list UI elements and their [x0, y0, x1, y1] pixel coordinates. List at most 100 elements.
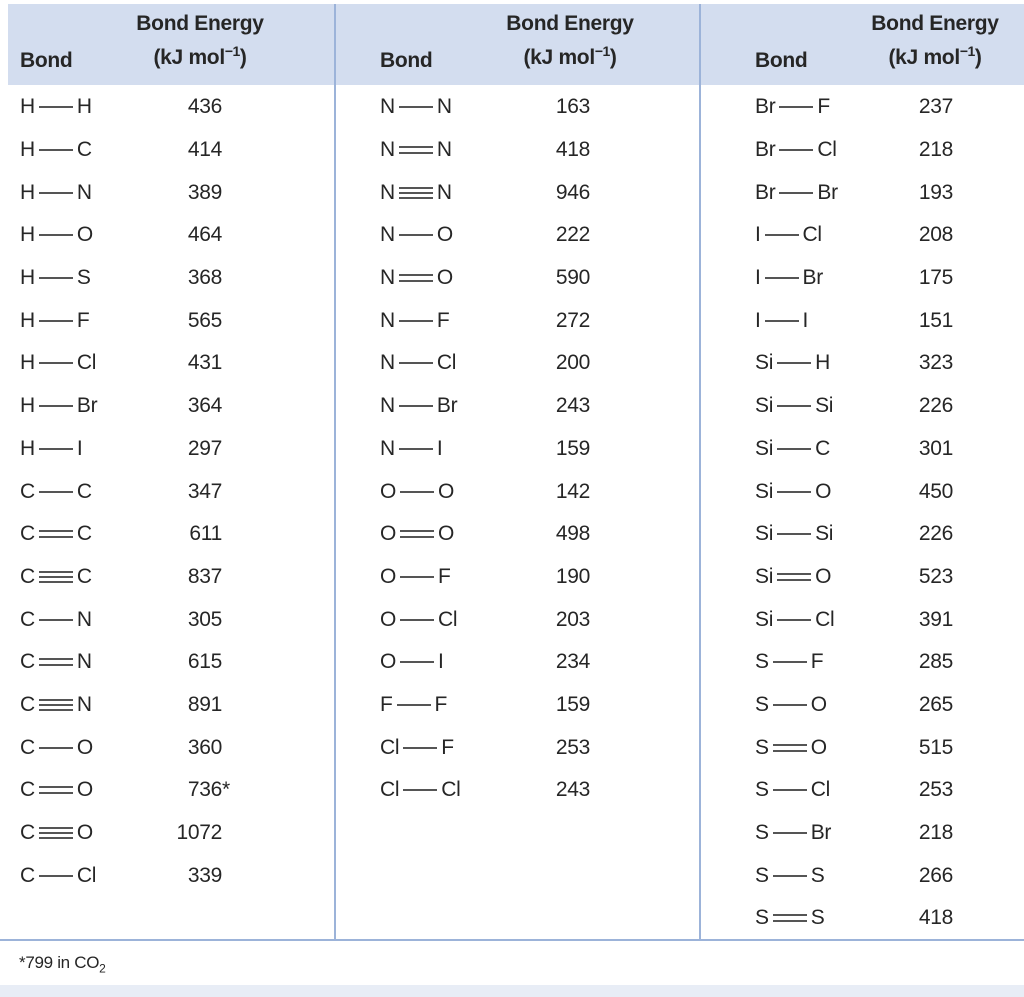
- energy-value: 464: [187, 223, 222, 247]
- atom-right: H: [76, 95, 92, 119]
- bond-line: [38, 567, 73, 586]
- atom-right: S: [76, 266, 91, 290]
- bond-line: [764, 226, 799, 245]
- unit-prefix: (kJ mol: [153, 46, 225, 70]
- table-row: H Br 364: [0, 385, 336, 428]
- bond-line: [777, 397, 812, 416]
- table-row: S F 285: [701, 641, 1024, 684]
- table-rows: H H 436 H C 414 H N 389 H O 464 H S: [0, 86, 336, 897]
- atom-right: Br: [76, 394, 98, 418]
- atom-right: S: [810, 863, 825, 887]
- bond-line: [38, 98, 73, 117]
- bond-cell: O I: [336, 650, 500, 674]
- energy-cell: 590: [500, 266, 640, 290]
- table-row: H C 414: [0, 129, 336, 172]
- bond-line: [779, 141, 814, 160]
- bond-cell: S Br: [701, 821, 865, 845]
- atom-right: H: [815, 351, 830, 375]
- atom-right: F: [441, 735, 454, 759]
- atom-right: N: [76, 650, 92, 674]
- energy-cell: 364: [130, 394, 270, 418]
- bond-line: [38, 695, 73, 714]
- energy-value: 208: [918, 223, 953, 247]
- table-row: H O 464: [0, 214, 336, 257]
- energy-cell: 142: [500, 480, 640, 504]
- bond-line: [38, 482, 73, 501]
- energy-value: 515: [918, 735, 953, 759]
- energy-value: 151: [918, 308, 953, 332]
- energy-cell: 203: [500, 608, 640, 632]
- atom-right: F: [438, 564, 451, 588]
- energy-cell: 253: [500, 736, 640, 760]
- bond-cell: N F: [336, 309, 500, 333]
- atom-left: Si: [755, 479, 774, 503]
- table-row: N O 222: [336, 214, 701, 257]
- energy-cell: 391: [865, 608, 1005, 632]
- atom-left: I: [755, 308, 761, 332]
- table-row: H H 436: [0, 86, 336, 129]
- energy-value: 237: [918, 95, 953, 119]
- column-divider: [334, 4, 336, 940]
- bond-line: [38, 183, 73, 202]
- energy-column-header: Bond Energy (kJ mol−1): [865, 7, 1005, 75]
- energy-value: 389: [187, 180, 222, 204]
- atom-right: O: [810, 735, 827, 759]
- energy-cell: 193: [865, 181, 1005, 205]
- atom-right: O: [436, 223, 453, 247]
- bond-cell: H S: [0, 266, 130, 290]
- bond-cell: Si Si: [701, 522, 865, 546]
- energy-value: 436: [187, 95, 222, 119]
- unit-superscript: −1: [594, 43, 610, 60]
- energy-value: 391: [918, 607, 953, 631]
- atom-left: N: [380, 95, 395, 119]
- energy-value: 339: [187, 863, 222, 887]
- bond-line: [38, 439, 73, 458]
- atom-right: C: [76, 522, 92, 546]
- atom-right: Cl: [810, 778, 831, 802]
- column-divider: [699, 4, 701, 940]
- atom-right: Si: [815, 394, 834, 418]
- bond-cell: C C: [0, 522, 130, 546]
- energy-cell: 253: [865, 778, 1005, 802]
- atom-left: S: [755, 863, 769, 887]
- atom-right: Cl: [436, 351, 457, 375]
- energy-value: 253: [918, 778, 953, 802]
- atom-right: N: [76, 180, 92, 204]
- atom-left: Br: [755, 180, 776, 204]
- bond-line: [38, 738, 73, 757]
- energy-cell: 418: [865, 906, 1005, 930]
- atom-right: O: [438, 479, 455, 503]
- atom-left: S: [755, 821, 769, 845]
- energy-value: 234: [555, 650, 590, 674]
- energy-cell: 431: [130, 351, 270, 375]
- table-row: S Br 218: [701, 812, 1024, 855]
- atom-left: O: [380, 564, 397, 588]
- bond-line: [400, 653, 435, 672]
- atom-left: C: [20, 650, 35, 674]
- atom-left: C: [20, 692, 35, 716]
- atom-left: N: [380, 138, 395, 162]
- unit-superscript: −1: [959, 43, 975, 60]
- atom-left: I: [755, 223, 761, 247]
- table-row: N F 272: [336, 299, 701, 342]
- table-row: Cl Cl 243: [336, 769, 701, 812]
- bottom-rule: [0, 939, 1024, 941]
- bond-cell: S S: [701, 906, 865, 930]
- bond-cell: S Cl: [701, 778, 865, 802]
- energy-cell: 837: [130, 565, 270, 589]
- table-row: S S 266: [701, 854, 1024, 897]
- energy-cell: 611: [130, 522, 270, 546]
- atom-left: S: [755, 778, 769, 802]
- atom-left: C: [20, 778, 35, 802]
- energy-value: 736: [187, 778, 222, 802]
- energy-value: 266: [918, 863, 953, 887]
- atom-left: O: [380, 607, 397, 631]
- bond-line: [400, 525, 435, 544]
- atom-left: Si: [755, 522, 774, 546]
- energy-cell: 347: [130, 480, 270, 504]
- energy-cell: 285: [865, 650, 1005, 674]
- unit-suffix: ): [609, 46, 617, 70]
- table-row: S O 515: [701, 726, 1024, 769]
- energy-value: 418: [918, 906, 953, 930]
- energy-cell: 305: [130, 608, 270, 632]
